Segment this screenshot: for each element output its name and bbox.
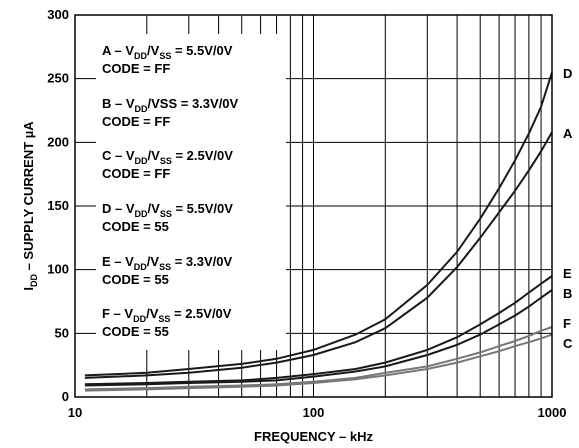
y-tick-label: 150 — [47, 198, 69, 213]
legend-entry: A – VDD/VSS = 5.5V/0V — [102, 43, 233, 61]
legend-entry: C – VDD/VSS = 2.5V/0V — [102, 148, 233, 166]
curve-label-d: D — [563, 66, 572, 81]
series-line-b — [84, 289, 553, 387]
legend-entry: D – VDD/VSS = 5.5V/0V — [102, 201, 233, 219]
x-tick-label: 10 — [68, 405, 82, 420]
legend-code: CODE = FF — [102, 166, 170, 181]
series-line-f — [84, 326, 553, 391]
curve-label-b: B — [563, 286, 572, 301]
x-tick-label: 1000 — [538, 405, 567, 420]
series-line-a — [84, 131, 553, 379]
x-tick-label: 100 — [303, 405, 325, 420]
legend-entry: F – VDD/VSS = 2.5V/0V — [102, 306, 232, 324]
y-tick-label: 250 — [47, 71, 69, 86]
curve-labels: A B C D E F — [563, 66, 573, 351]
legend-code: CODE = FF — [102, 114, 170, 129]
y-tick-label: 50 — [55, 325, 69, 340]
y-tick-label: 300 — [47, 7, 69, 22]
series-line-c — [84, 333, 553, 392]
y-tick-label: 200 — [47, 134, 69, 149]
curve-label-e: E — [563, 266, 572, 281]
legend-code: CODE = 55 — [102, 272, 169, 287]
legend-entry: E – VDD/VSS = 3.3V/0V — [102, 254, 233, 272]
series-line-d — [84, 71, 553, 377]
axes: 0 50 100 150 200 250 300 10 100 1000 FREQUENCY – k… — [21, 7, 566, 444]
series-lines — [84, 71, 553, 392]
curve-label-f: F — [563, 316, 571, 331]
curve-label-c: C — [563, 336, 573, 351]
legend-code: CODE = 55 — [102, 219, 169, 234]
x-axis-label: FREQUENCY – kHz — [254, 429, 373, 444]
legend-code: CODE = 55 — [102, 324, 169, 339]
y-axis-label: IDD – SUPPLY CURRENT µA — [21, 121, 39, 291]
legend-background — [96, 34, 286, 350]
y-tick-label: 0 — [62, 389, 69, 404]
series-line-e — [84, 275, 553, 386]
y-tick-label: 100 — [47, 262, 69, 277]
legend-code: CODE = FF — [102, 61, 170, 76]
plot-frame — [74, 14, 553, 398]
legend-entry: B – VDD/VSS = 3.3V/0V — [102, 96, 239, 114]
curve-label-a: A — [563, 126, 573, 141]
